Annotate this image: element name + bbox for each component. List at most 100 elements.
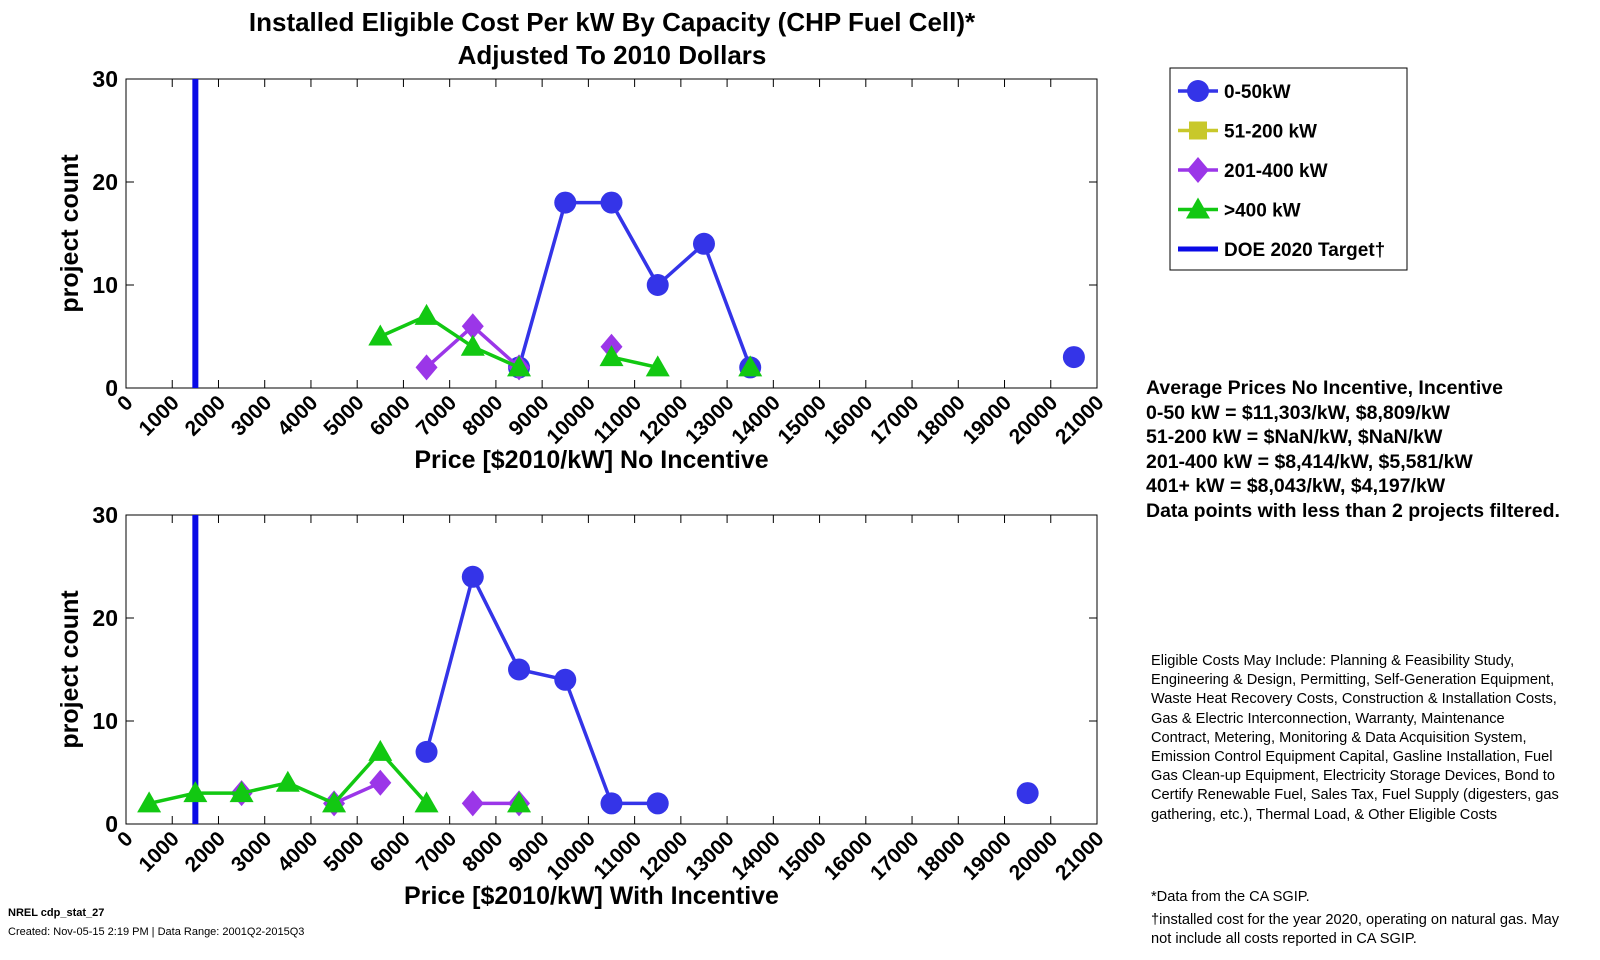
- x-tick-label: 0: [113, 391, 138, 416]
- x-tick-label: 20000: [1005, 391, 1063, 449]
- y-tick-label: 0: [105, 375, 118, 401]
- x-tick-label: 10000: [542, 827, 600, 885]
- data-point: [507, 355, 532, 377]
- x-tick-label: 14000: [727, 827, 785, 885]
- x-tick-label: 10000: [542, 391, 600, 449]
- data-point: [414, 791, 439, 813]
- x-tick-label: 12000: [635, 827, 693, 885]
- x-tick-label: 13000: [681, 391, 739, 449]
- x-tick-label: 1000: [134, 827, 183, 876]
- y-axis-label: project count: [56, 590, 84, 749]
- data-point: [415, 740, 438, 763]
- x-tick-label: 21000: [1051, 827, 1109, 885]
- series-triangle: [137, 739, 532, 813]
- x-axis-label: Price [$2010/kW] No Incentive: [414, 446, 768, 474]
- x-tick-label: 12000: [635, 391, 693, 449]
- data-point: [275, 770, 300, 792]
- legend: 0-50kW 51-200 kW 201-400 kW >400 kW DOE 2020…: [1169, 67, 1408, 271]
- average-prices-401-plus: 401+ kW = $8,043/kW, $4,197/kW: [1146, 475, 1446, 497]
- x-tick-label: 7000: [412, 391, 461, 440]
- y-tick-label: 20: [92, 605, 118, 631]
- eligible-costs-note: Eligible Costs May Include: Planning & F…: [1151, 653, 1559, 823]
- data-point: [460, 334, 485, 356]
- legend-label: >400 kW: [1224, 201, 1301, 222]
- x-tick-label: 17000: [866, 827, 924, 885]
- data-point: [322, 791, 347, 813]
- x-tick-label: 11000: [589, 391, 646, 448]
- x-tick-label: 16000: [820, 391, 878, 449]
- nrel-chart-id: NREL cdp_stat_27: [8, 907, 105, 919]
- data-point: [554, 191, 577, 214]
- series-triangle: [368, 303, 763, 377]
- y-axis-label: project count: [56, 154, 84, 313]
- legend-swatch-marker: [1189, 121, 1207, 140]
- series-line: [517, 200, 752, 369]
- data-point: [415, 354, 438, 381]
- data-point: [600, 792, 623, 815]
- x-tick-label: 3000: [227, 391, 276, 440]
- legend-swatch-marker: [1187, 157, 1209, 183]
- y-tick-label: 30: [92, 502, 118, 528]
- target-footnote: †installed cost for the year 2020, opera…: [1151, 912, 1560, 948]
- data-point: [646, 792, 669, 815]
- x-tick-label: 18000: [912, 827, 970, 885]
- average-prices-0-50: 0-50 kW = $11,303/kW, $8,809/kW: [1146, 401, 1451, 424]
- legend-label: DOE 2020 Target†: [1224, 240, 1385, 261]
- legend-swatch-marker: [1187, 80, 1209, 102]
- data-point: [599, 345, 624, 367]
- x-tick-label: 13000: [681, 827, 739, 885]
- x-tick-label: 2000: [181, 391, 230, 440]
- data-point: [692, 232, 715, 255]
- data-point: [645, 355, 670, 377]
- data-point: [600, 191, 623, 214]
- data-point: [461, 565, 484, 588]
- x-tick-label: 4000: [273, 827, 322, 876]
- x-tick-label: 19000: [958, 391, 1016, 449]
- average-prices-51-200: 51-200 kW = $NaN/kW, $NaN/kW: [1146, 426, 1443, 448]
- x-tick-label: 16000: [820, 827, 878, 885]
- data-point: [368, 324, 393, 346]
- x-tick-label: 8000: [458, 391, 507, 440]
- x-tick-label: 7000: [412, 827, 461, 876]
- average-prices-201-400: 201-400 kW = $8,414/kW, $5,581/kW: [1146, 450, 1473, 473]
- data-point: [368, 739, 393, 761]
- legend-label: 51-200 kW: [1224, 122, 1317, 143]
- y-tick-label: 10: [92, 708, 118, 734]
- x-tick-label: 15000: [774, 391, 832, 449]
- data-point: [183, 781, 208, 803]
- legend-label: 201-400 kW: [1224, 161, 1328, 182]
- data-point: [369, 769, 392, 796]
- data-point: [554, 668, 577, 691]
- data-point: [461, 790, 484, 817]
- y-tick-label: 10: [92, 272, 118, 298]
- legend-swatch-marker: [1186, 197, 1210, 219]
- average-prices-heading: Average Prices No Incentive, Incentive: [1146, 377, 1503, 399]
- x-tick-label: 18000: [912, 391, 970, 449]
- data-point: [1062, 346, 1085, 369]
- data-point: [1016, 782, 1039, 805]
- nrel-created-date: Created: Nov-05-15 2:19 PM | Data Range:…: [8, 926, 305, 938]
- legend-label: 0-50kW: [1224, 82, 1291, 103]
- data-point: [646, 274, 669, 296]
- x-tick-label: 0: [113, 827, 138, 852]
- nrel-credit: NREL cdp_stat_27 Created: Nov-05-15 2:19…: [8, 904, 304, 942]
- x-tick-label: 19000: [958, 827, 1016, 885]
- x-tick-label: 14000: [727, 391, 785, 449]
- data-point: [461, 313, 484, 340]
- data-point: [414, 303, 439, 325]
- x-tick-label: 2000: [181, 827, 230, 876]
- x-axis-label: Price [$2010/kW] With Incentive: [404, 882, 779, 910]
- y-tick-label: 30: [92, 66, 118, 92]
- filter-note: Data points with less than 2 projects fi…: [1146, 499, 1560, 522]
- chart-title-line-2: Adjusted To 2010 Dollars: [458, 40, 767, 70]
- data-point: [229, 781, 254, 803]
- footnotes: *Data from the CA SGIP. †installed cost …: [1151, 888, 1571, 954]
- x-tick-label: 8000: [458, 827, 507, 876]
- data-point: [507, 791, 532, 813]
- x-tick-label: 6000: [366, 827, 415, 876]
- series-circle: [415, 565, 1039, 815]
- chart-title-line-1: Installed Eligible Cost Per kW By Capaci…: [249, 7, 976, 37]
- x-tick-label: 3000: [227, 827, 276, 876]
- y-tick-label: 0: [105, 811, 118, 837]
